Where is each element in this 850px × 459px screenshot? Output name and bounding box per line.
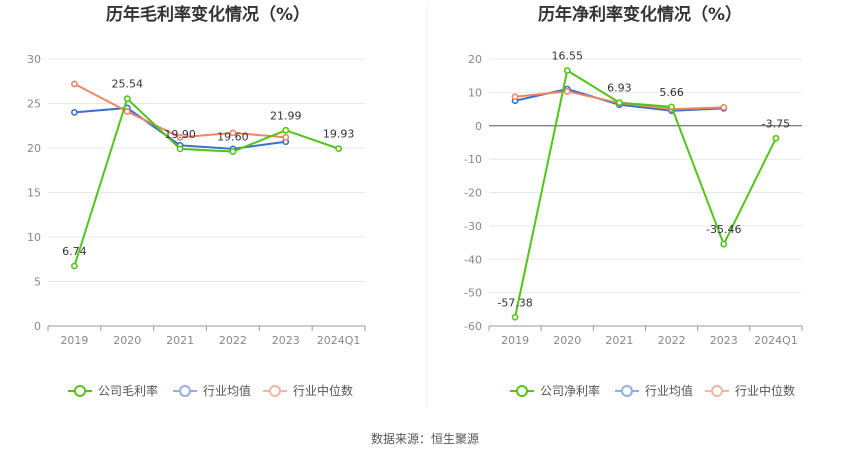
data-point bbox=[563, 67, 571, 74]
y-tick-label: 20 bbox=[468, 53, 482, 66]
x-tick-label: 2024Q1 bbox=[317, 334, 361, 347]
data-label: 19.90 bbox=[164, 128, 196, 141]
data-point bbox=[176, 145, 184, 153]
data-label: 16.55 bbox=[552, 50, 584, 63]
net-margin-chart: 历年净利率变化情况（%） -60 -50 -40 -30 -20 -10 0 10 20 2019 2… bbox=[464, 4, 803, 398]
x-tick-label: 2023 bbox=[272, 334, 300, 347]
y-tick-label: 0 bbox=[475, 120, 482, 133]
x-tick-label: 2021 bbox=[605, 334, 633, 347]
legend-swatch-marker bbox=[621, 385, 633, 397]
y-tick-label: -60 bbox=[464, 320, 482, 333]
data-point bbox=[229, 129, 237, 137]
x-tick-label: 2022 bbox=[658, 334, 686, 347]
x-tick-label: 2020 bbox=[113, 334, 141, 347]
legend-label: 行业均值 bbox=[645, 383, 693, 398]
legend-label: 公司毛利率 bbox=[98, 383, 158, 398]
x-tick-label: 2022 bbox=[219, 334, 247, 347]
y-tick-label: 10 bbox=[27, 231, 41, 244]
x-tick-label: 2019 bbox=[60, 334, 88, 347]
chart-title: 历年毛利率变化情况（%） bbox=[106, 4, 310, 25]
data-label: -3.75 bbox=[762, 117, 790, 130]
data-label: 25.54 bbox=[112, 78, 144, 91]
data-label: 19.93 bbox=[323, 128, 355, 141]
data-label: 6.93 bbox=[607, 82, 632, 95]
data-point bbox=[176, 133, 184, 141]
legend-swatch-marker bbox=[516, 385, 528, 397]
data-point bbox=[616, 99, 623, 107]
data-point bbox=[772, 134, 780, 142]
legend-swatch-marker bbox=[711, 385, 723, 397]
y-tick-label: -10 bbox=[464, 153, 482, 166]
y-tick-label: -30 bbox=[464, 220, 482, 233]
legend-label: 公司净利率 bbox=[540, 383, 600, 398]
data-point bbox=[720, 240, 728, 248]
data-point bbox=[563, 87, 571, 95]
legend-swatch-marker bbox=[269, 385, 281, 397]
y-tick-label: 30 bbox=[27, 53, 41, 66]
data-point bbox=[71, 80, 78, 88]
y-tick-label: -40 bbox=[464, 253, 482, 266]
data-point bbox=[123, 108, 131, 115]
series-line bbox=[514, 68, 777, 318]
x-tick-label: 2020 bbox=[553, 334, 581, 347]
legend-swatch-marker bbox=[179, 385, 191, 397]
legend-label: 行业中位数 bbox=[293, 383, 353, 398]
legend-label: 行业中位数 bbox=[735, 383, 795, 398]
y-tick-label: -50 bbox=[464, 287, 482, 300]
data-point bbox=[511, 93, 519, 101]
x-tick-label: 2019 bbox=[501, 334, 529, 347]
data-point bbox=[720, 103, 728, 111]
data-label: 5.66 bbox=[659, 86, 684, 99]
y-tick-label: 0 bbox=[34, 320, 41, 333]
y-tick-label: 5 bbox=[34, 276, 41, 289]
data-point bbox=[71, 109, 78, 116]
x-tick-label: 2024Q1 bbox=[754, 334, 798, 347]
y-tick-label: 25 bbox=[27, 98, 41, 111]
data-point bbox=[71, 262, 78, 270]
data-point bbox=[335, 145, 342, 153]
data-source-label: 数据来源：恒生聚源 bbox=[371, 431, 479, 446]
data-label: -35.46 bbox=[706, 223, 741, 236]
series-line bbox=[73, 96, 339, 267]
data-point bbox=[668, 103, 675, 111]
y-tick-label: 10 bbox=[468, 86, 482, 99]
data-point bbox=[282, 126, 290, 134]
x-tick-label: 2021 bbox=[166, 334, 194, 347]
data-point bbox=[123, 95, 131, 103]
data-label: 21.99 bbox=[270, 109, 302, 122]
data-point bbox=[229, 148, 237, 155]
legend-label: 行业均值 bbox=[203, 383, 251, 398]
gross-margin-chart: 历年毛利率变化情况（%） 0 5 10 15 20 25 30 2019 2020 2021 2022… bbox=[27, 4, 366, 398]
data-label: 19.60 bbox=[217, 131, 249, 144]
y-tick-label: -20 bbox=[464, 187, 482, 200]
data-label: 6.74 bbox=[62, 245, 87, 258]
y-tick-label: 15 bbox=[27, 187, 41, 200]
legend-swatch-marker bbox=[74, 385, 86, 397]
x-tick-label: 2023 bbox=[710, 334, 738, 347]
y-tick-label: 20 bbox=[27, 142, 41, 155]
data-label: -57.38 bbox=[497, 296, 532, 309]
data-point bbox=[511, 313, 519, 321]
chart-title: 历年净利率变化情况（%） bbox=[538, 4, 742, 25]
data-point bbox=[282, 133, 290, 141]
